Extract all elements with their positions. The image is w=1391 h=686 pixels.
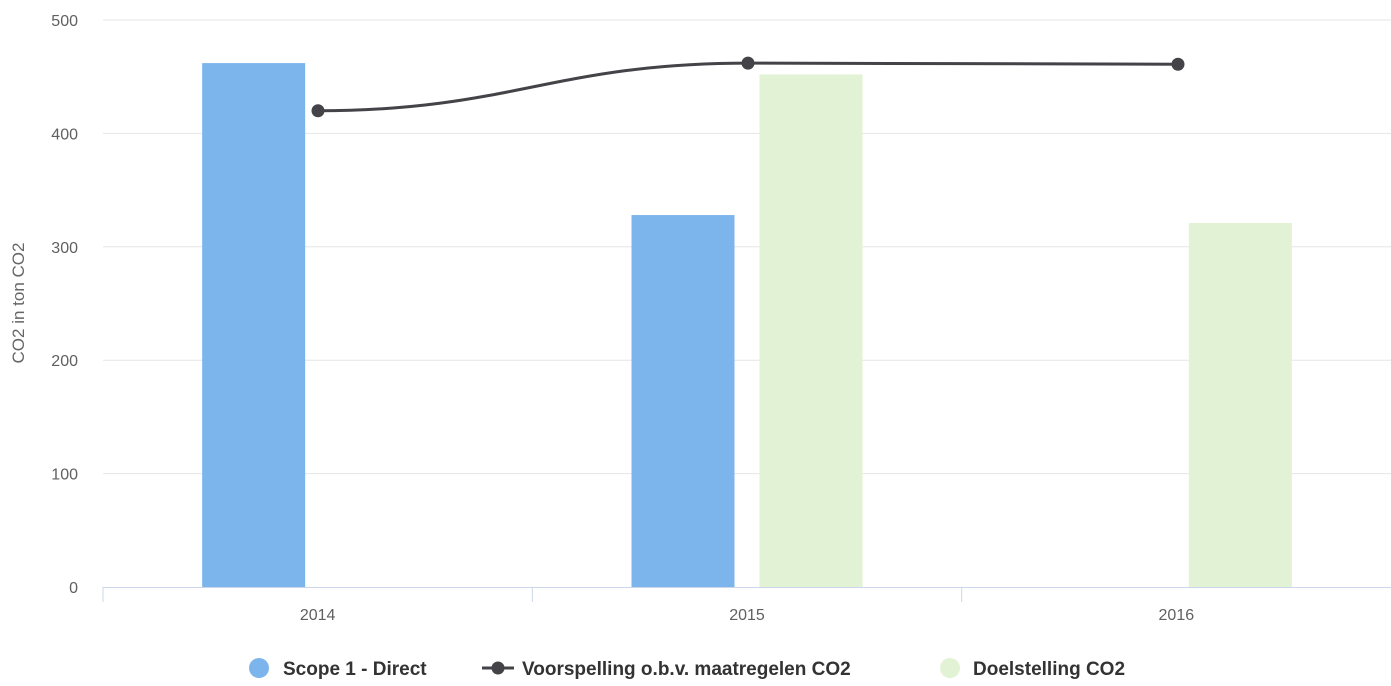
y-tick-label: 300 xyxy=(51,240,78,257)
y-tick-label: 0 xyxy=(69,580,78,597)
legend-swatch xyxy=(940,658,960,678)
forecast-point-2015 xyxy=(741,56,755,70)
bars xyxy=(202,63,1292,588)
y-tick-label: 200 xyxy=(51,353,78,370)
forecast-line-series xyxy=(311,56,1185,118)
x-tick-label: 2014 xyxy=(300,607,336,624)
y-tick-label: 500 xyxy=(51,13,78,30)
forecast-line xyxy=(317,61,1179,113)
legend-label: Scope 1 - Direct xyxy=(283,659,427,680)
legend-label: Doelstelling CO2 xyxy=(973,659,1125,680)
bar-doelstelling-co2-2016 xyxy=(1188,222,1292,587)
bar-scope-1-direct-2015 xyxy=(631,215,735,587)
y-tick-label: 100 xyxy=(51,467,78,484)
bar-scope-1-direct-2014 xyxy=(202,63,306,588)
legend-point-marker xyxy=(491,661,505,675)
forecast-point-2016 xyxy=(1171,57,1185,71)
legend-swatch xyxy=(249,658,269,678)
y-axis-ticks: 0 100 200 300 400 500 xyxy=(51,13,78,597)
x-tick-label: 2015 xyxy=(729,607,765,624)
gridlines xyxy=(103,19,1391,475)
y-tick-label: 400 xyxy=(51,126,78,143)
y-axis-title: CO2 in ton CO2 xyxy=(9,243,28,364)
legend: Scope 1 - Direct Voorspelling o.b.v. maat… xyxy=(249,658,1125,680)
x-tick-label: 2016 xyxy=(1159,607,1195,624)
bar-doelstelling-co2-2015 xyxy=(759,74,863,587)
legend-label: Voorspelling o.b.v. maatregelen CO2 xyxy=(522,659,851,680)
x-axis: 2014 2015 2016 xyxy=(102,587,1391,624)
forecast-point-2014 xyxy=(311,104,325,118)
